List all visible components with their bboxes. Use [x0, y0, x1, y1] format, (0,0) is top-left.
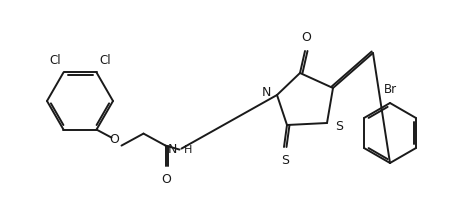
Text: N: N: [168, 143, 178, 156]
Text: Cl: Cl: [49, 54, 60, 67]
Text: S: S: [281, 154, 289, 167]
Text: S: S: [335, 120, 343, 133]
Text: Cl: Cl: [99, 54, 111, 67]
Text: Br: Br: [383, 83, 397, 96]
Text: O: O: [110, 133, 120, 146]
Text: N: N: [261, 86, 271, 99]
Text: H: H: [184, 145, 192, 154]
Text: O: O: [301, 31, 311, 44]
Text: O: O: [162, 173, 171, 186]
